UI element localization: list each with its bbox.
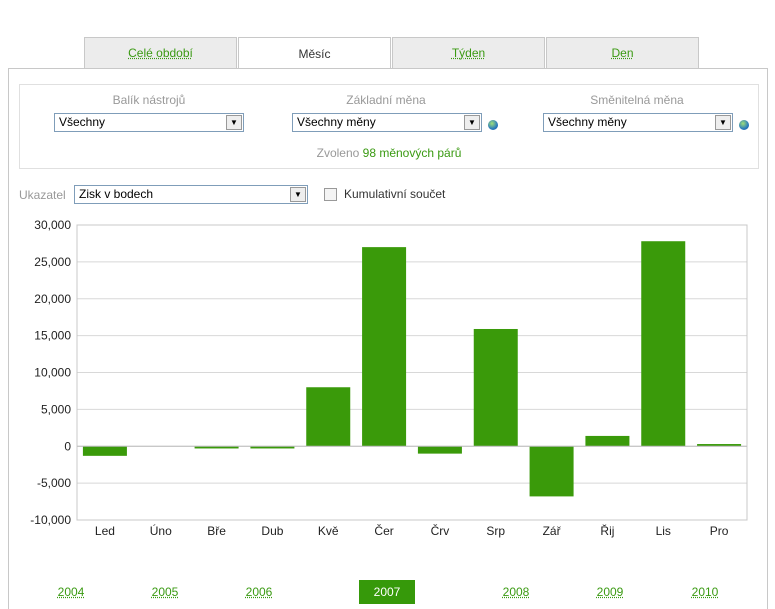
bar — [473, 328, 518, 447]
base-currency-label: Základní měna — [346, 93, 426, 107]
indicator-value: Zisk v bodech — [79, 187, 154, 201]
toolkit-value: Všechny — [59, 115, 106, 129]
cumulative-checkbox[interactable] — [324, 187, 337, 201]
base-currency-value: Všechny měny — [297, 115, 376, 129]
tab-month[interactable]: Měsíc — [238, 37, 391, 69]
year-label: 2005 — [151, 585, 179, 599]
x-tick-label: Dub — [261, 524, 283, 538]
bar — [250, 446, 295, 449]
year-2005[interactable]: 2005 — [143, 580, 187, 604]
base-currency-filter: Základní měna Všechny měny ▼ — [290, 93, 500, 135]
year-2004[interactable]: 2004 — [49, 580, 93, 604]
year-label: 2009 — [596, 585, 624, 599]
year-2008[interactable]: 2008 — [494, 580, 538, 604]
year-2009[interactable]: 2009 — [588, 580, 632, 604]
bar — [82, 446, 127, 456]
year-label: 2006 — [245, 585, 273, 599]
bar — [585, 435, 630, 447]
y-tick-label: -10,000 — [30, 513, 71, 527]
bar — [529, 446, 574, 497]
globe-icon[interactable] — [739, 119, 749, 130]
x-tick-label: Črv — [431, 523, 450, 538]
x-tick-label: Zář — [543, 524, 562, 538]
bar — [641, 241, 686, 447]
tab-label: Týden — [451, 46, 486, 60]
tab-label: Měsíc — [298, 46, 331, 61]
x-tick-label: Bře — [207, 524, 226, 538]
toolkit-select[interactable]: Všechny ▼ — [54, 113, 244, 132]
bar — [194, 446, 239, 449]
year-2010[interactable]: 2010 — [683, 580, 727, 604]
y-tick-label: 30,000 — [34, 218, 71, 232]
quote-currency-filter: Směnitelná měna Všechny měny ▼ — [536, 93, 756, 135]
bar — [417, 446, 462, 454]
y-tick-label: 20,000 — [34, 292, 71, 306]
y-tick-label: 25,000 — [34, 255, 71, 269]
bar — [697, 444, 742, 447]
filter-box: Balík nástrojů Všechny ▼ Základní měna V… — [19, 84, 759, 169]
year-label: 2004 — [57, 585, 85, 599]
year-label: 2010 — [691, 585, 719, 599]
chevron-down-icon[interactable]: ▼ — [226, 115, 242, 130]
bar — [306, 387, 351, 447]
period-tabs: Celé období Měsíc Týden Den — [84, 37, 700, 69]
toolkit-filter: Balík nástrojů Všechny ▼ — [54, 93, 244, 135]
selected-pairs-count: 98 měnových párů — [362, 146, 462, 160]
tab-day[interactable]: Den — [546, 37, 699, 68]
x-tick-label: Řij — [600, 523, 614, 538]
tab-whole-period[interactable]: Celé období — [84, 37, 237, 68]
tab-label: Celé období — [128, 46, 193, 60]
toolkit-label: Balík nástrojů — [112, 93, 186, 107]
year-selector: 2004 2005 2006 2007 2008 2009 2010 — [0, 580, 775, 606]
quote-currency-value: Všechny měny — [548, 115, 627, 129]
x-tick-label: Úno — [150, 523, 172, 538]
year-2006[interactable]: 2006 — [237, 580, 281, 604]
base-currency-select[interactable]: Všechny měny ▼ — [292, 113, 482, 132]
x-tick-label: Srp — [486, 524, 505, 538]
y-tick-label: -5,000 — [37, 476, 71, 490]
y-tick-label: 15,000 — [34, 329, 71, 343]
y-tick-label: 5,000 — [41, 402, 71, 416]
tab-label: Den — [611, 46, 634, 60]
cumulative-toggle[interactable]: Kumulativní součet — [324, 187, 445, 201]
content-panel — [8, 68, 768, 609]
y-tick-label: 0 — [64, 439, 71, 453]
indicator-select[interactable]: Zisk v bodech ▼ — [74, 185, 308, 204]
y-tick-label: 10,000 — [34, 366, 71, 380]
globe-icon[interactable] — [488, 119, 498, 130]
quote-currency-label: Směnitelná měna — [590, 93, 684, 107]
x-tick-label: Pro — [710, 524, 729, 538]
year-label: 2007 — [373, 585, 401, 599]
tab-week[interactable]: Týden — [392, 37, 545, 68]
chevron-down-icon[interactable]: ▼ — [715, 115, 731, 130]
year-2007[interactable]: 2007 — [359, 580, 415, 604]
indicator-label: Ukazatel — [19, 188, 66, 202]
profit-bar-chart: -10,000 -5,000 0 5,000 10,000 15,000 20,000 25,… — [30, 218, 748, 538]
selected-prefix: Zvoleno — [316, 146, 360, 160]
cumulative-label: Kumulativní součet — [344, 187, 446, 201]
chevron-down-icon[interactable]: ▼ — [464, 115, 480, 130]
selected-pairs-summary: Zvoleno 98 měnových párů — [20, 146, 758, 160]
chevron-down-icon[interactable]: ▼ — [290, 187, 306, 202]
x-tick-label: Led — [95, 524, 115, 538]
x-tick-label: Lis — [656, 524, 671, 538]
quote-currency-select[interactable]: Všechny měny ▼ — [543, 113, 733, 132]
bar — [362, 247, 407, 447]
plot-area-border — [76, 224, 748, 521]
year-label: 2008 — [502, 585, 530, 599]
x-tick-label: Čer — [374, 523, 393, 538]
x-tick-label: Kvě — [318, 524, 339, 538]
